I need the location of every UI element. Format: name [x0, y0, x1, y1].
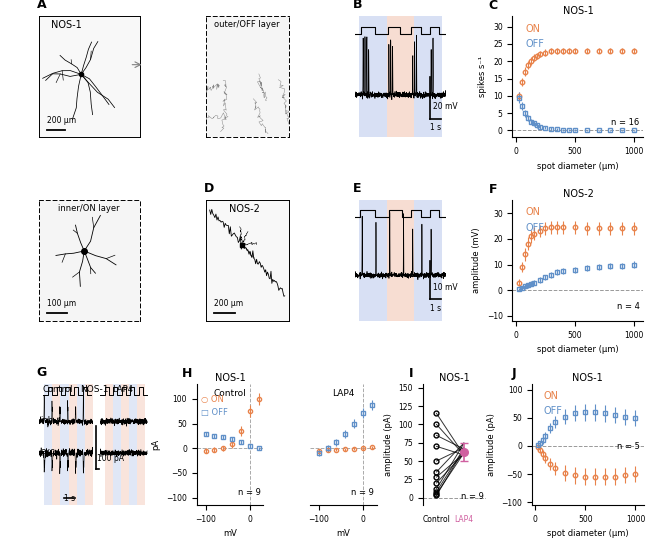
Text: 10 mV: 10 mV — [433, 283, 457, 292]
Bar — [387, 16, 415, 137]
Y-axis label: pA: pA — [151, 439, 161, 450]
Text: 200 μm: 200 μm — [47, 116, 76, 125]
Bar — [52, 384, 60, 505]
Bar — [129, 384, 137, 505]
Text: NOS-1: NOS-1 — [81, 385, 109, 394]
Text: Control: Control — [43, 385, 73, 394]
Text: LAP4: LAP4 — [112, 385, 133, 394]
Text: Control: Control — [214, 389, 246, 398]
Bar — [359, 200, 387, 321]
Text: B: B — [353, 0, 362, 11]
Text: outer/OFF layer: outer/OFF layer — [214, 20, 280, 29]
Text: inh.: inh. — [40, 416, 56, 425]
Text: LAP4: LAP4 — [332, 389, 354, 398]
Text: □ OFF: □ OFF — [201, 408, 227, 418]
Text: G: G — [37, 366, 47, 379]
Title: NOS-1: NOS-1 — [214, 373, 246, 383]
Bar — [415, 16, 442, 137]
Text: ON: ON — [525, 23, 541, 34]
Text: 20 mV: 20 mV — [433, 102, 457, 111]
Bar — [113, 384, 121, 505]
Text: J: J — [512, 367, 517, 380]
Bar — [44, 384, 52, 505]
Bar — [387, 200, 415, 321]
Text: 1 s: 1 s — [430, 123, 441, 132]
X-axis label: mV: mV — [336, 529, 350, 538]
Title: NOS-1: NOS-1 — [573, 373, 603, 383]
Text: ○ ON: ○ ON — [201, 395, 224, 404]
Text: 1 s: 1 s — [64, 494, 75, 503]
Text: 1 s: 1 s — [430, 305, 441, 313]
Text: exc.: exc. — [40, 447, 57, 456]
X-axis label: mV: mV — [223, 529, 237, 538]
Text: E: E — [353, 182, 361, 195]
Y-axis label: amplitude (mV): amplitude (mV) — [472, 228, 481, 293]
Text: n = 9: n = 9 — [461, 492, 484, 501]
Bar — [121, 384, 129, 505]
Title: NOS-2: NOS-2 — [562, 190, 593, 199]
Text: A: A — [37, 0, 47, 11]
Text: n = 5: n = 5 — [618, 443, 640, 451]
Bar — [415, 200, 442, 321]
Text: 200 μm: 200 μm — [214, 299, 243, 308]
Title: NOS-1: NOS-1 — [439, 373, 470, 383]
Text: OFF: OFF — [525, 39, 545, 49]
Y-axis label: amplitude (pA): amplitude (pA) — [487, 413, 496, 476]
Text: n = 9: n = 9 — [238, 488, 261, 497]
Text: D: D — [204, 182, 214, 195]
Text: ON: ON — [543, 392, 558, 401]
Bar — [60, 384, 68, 505]
Text: 100 μm: 100 μm — [47, 299, 76, 308]
X-axis label: spot diameter (μm): spot diameter (μm) — [547, 529, 629, 538]
Text: inner/ON layer: inner/ON layer — [58, 204, 120, 213]
Title: NOS-1: NOS-1 — [563, 5, 593, 16]
X-axis label: spot diameter (μm): spot diameter (μm) — [537, 161, 619, 171]
Bar — [137, 384, 146, 505]
Text: OFF: OFF — [543, 406, 562, 416]
Bar — [68, 384, 77, 505]
Bar — [77, 384, 85, 505]
Text: OFF: OFF — [525, 223, 545, 233]
Y-axis label: spikes s⁻¹: spikes s⁻¹ — [478, 56, 488, 97]
Y-axis label: amplitude (pA): amplitude (pA) — [384, 413, 393, 476]
Text: n = 4: n = 4 — [617, 302, 640, 311]
Text: F: F — [489, 183, 497, 196]
X-axis label: spot diameter (μm): spot diameter (μm) — [537, 345, 619, 355]
Text: NOS-2: NOS-2 — [229, 204, 259, 214]
Text: C: C — [489, 0, 498, 12]
Text: 100 pA: 100 pA — [97, 453, 124, 463]
Text: ON: ON — [525, 207, 541, 217]
Text: NOS-1: NOS-1 — [51, 20, 82, 30]
Bar — [359, 16, 387, 137]
Bar — [105, 384, 113, 505]
Text: H: H — [182, 367, 192, 380]
Text: I: I — [409, 367, 413, 380]
Text: n = 16: n = 16 — [611, 118, 640, 127]
Text: n = 9: n = 9 — [351, 488, 374, 497]
Bar — [85, 384, 93, 505]
